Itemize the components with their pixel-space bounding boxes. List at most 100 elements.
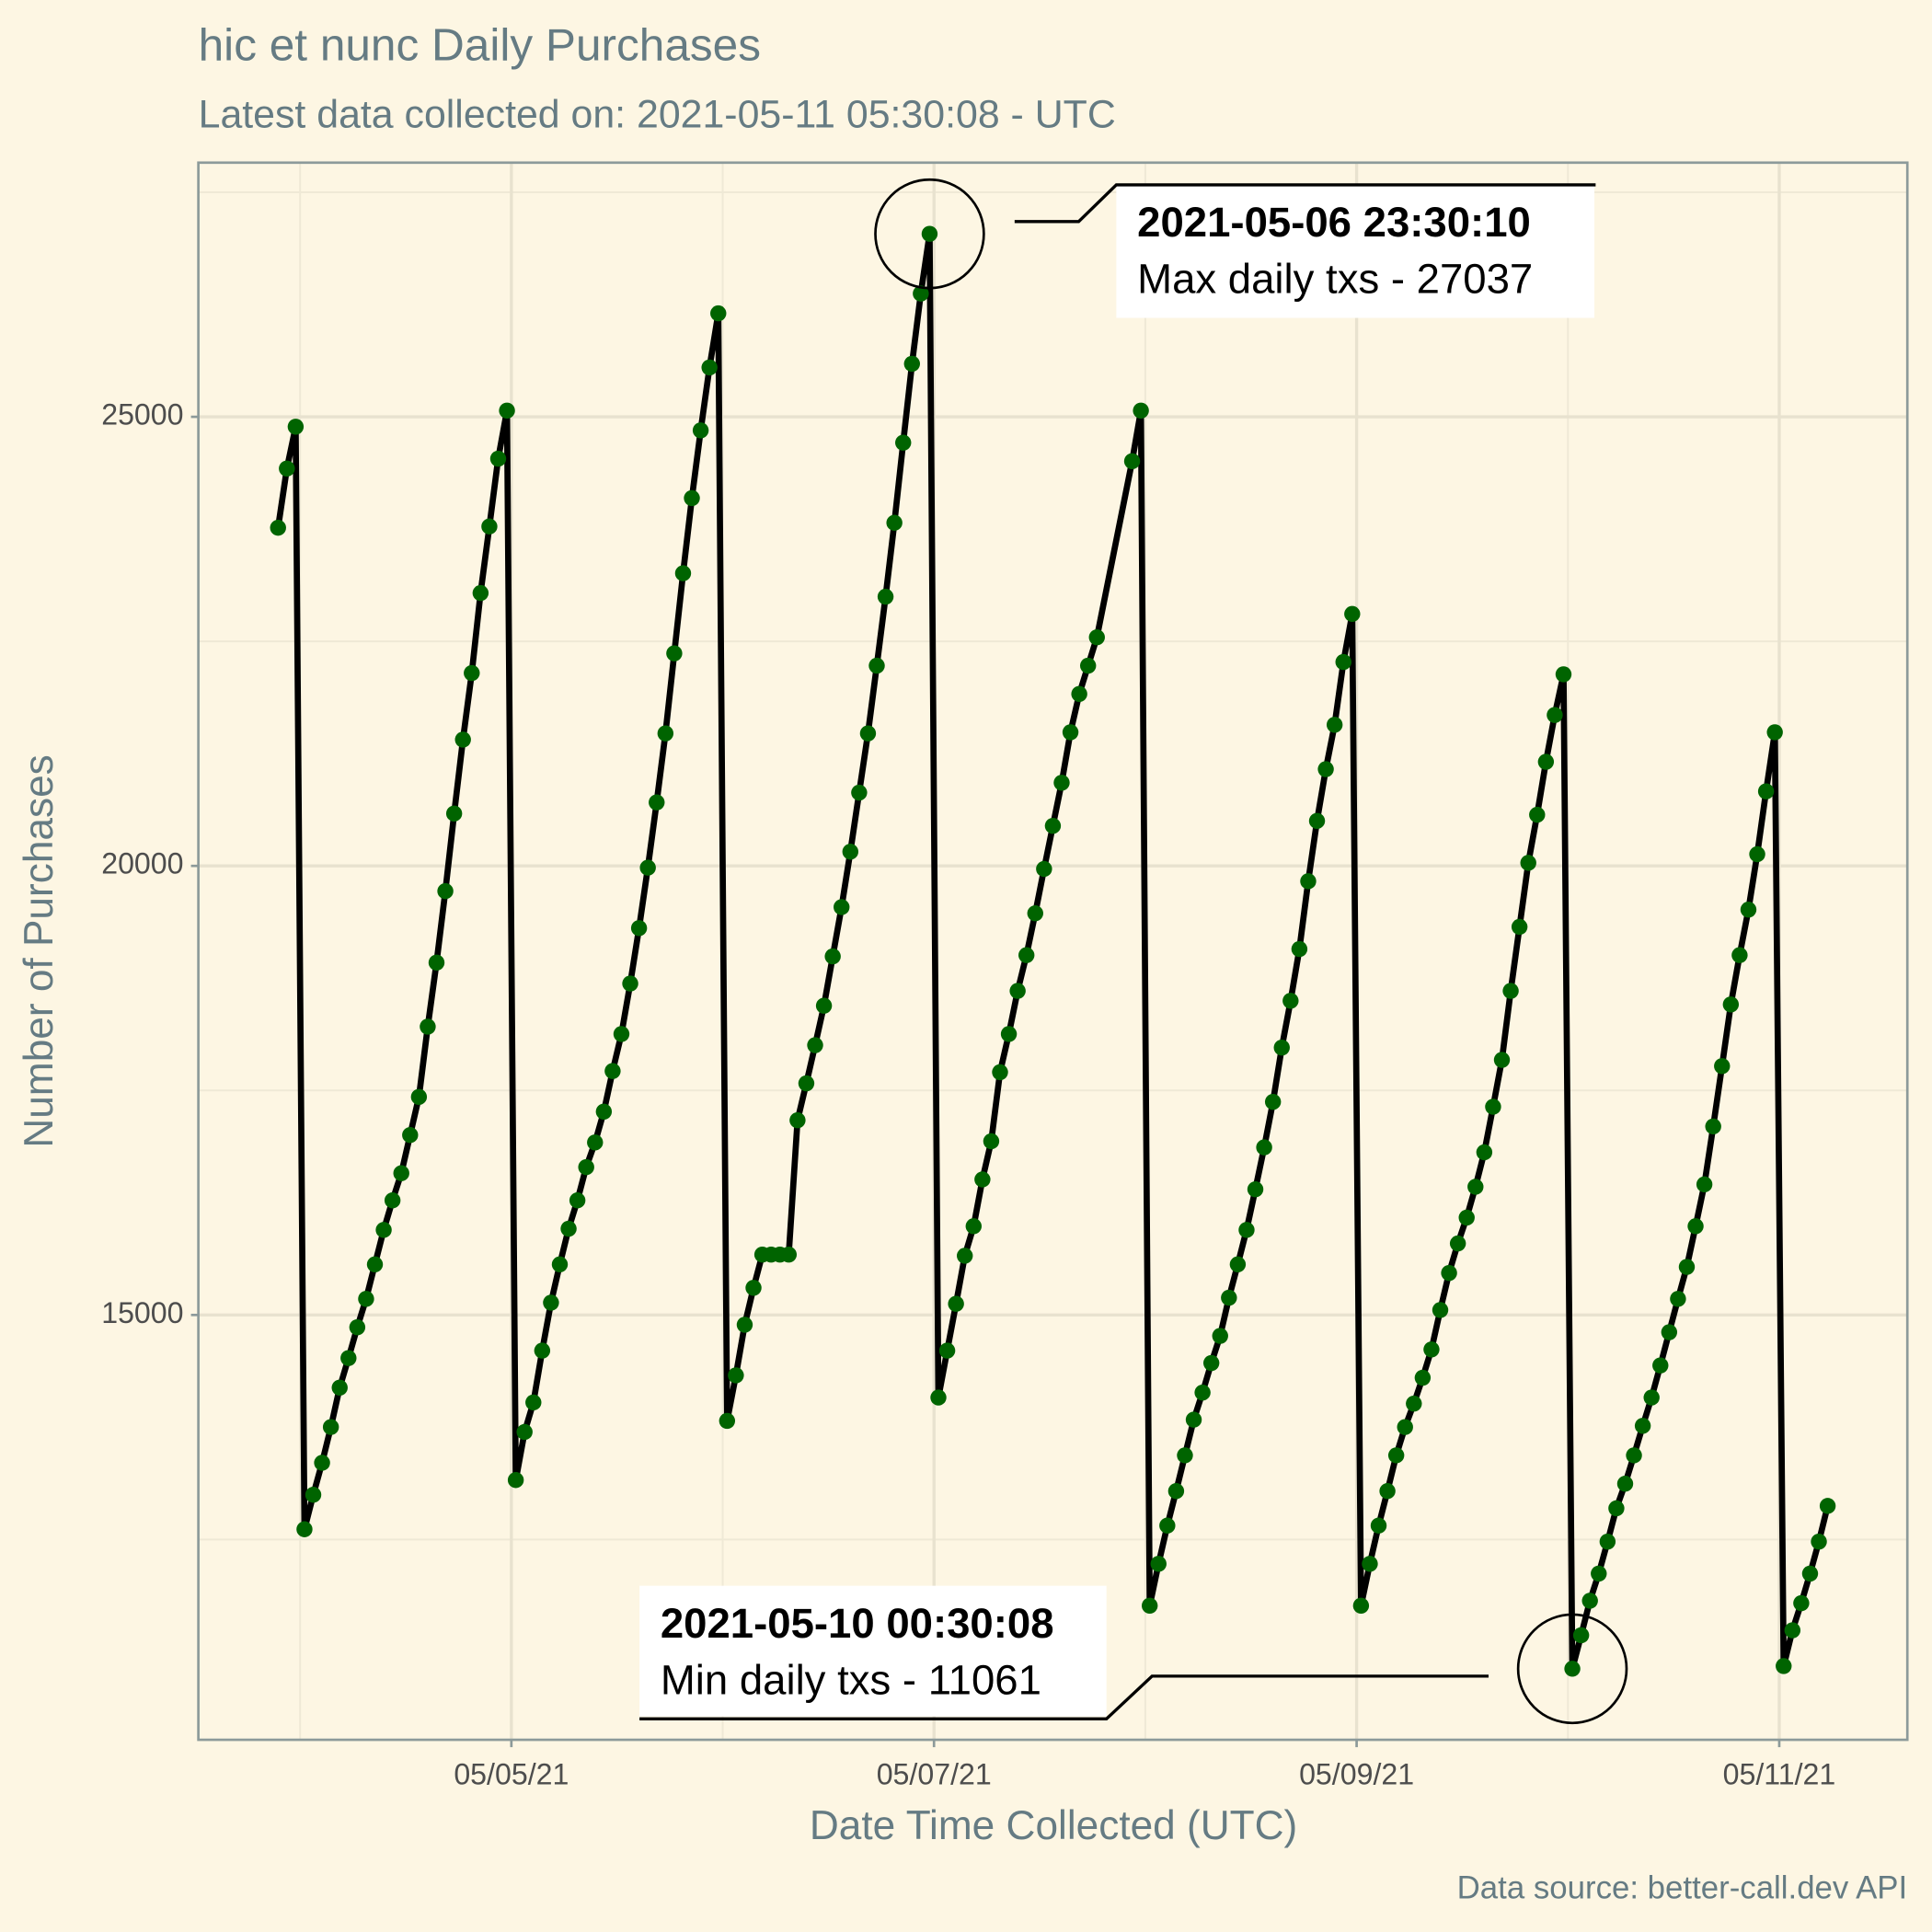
data-point bbox=[613, 1026, 630, 1042]
data-point bbox=[1238, 1222, 1255, 1238]
data-point bbox=[489, 450, 507, 467]
data-point bbox=[807, 1037, 823, 1053]
data-point bbox=[903, 355, 921, 373]
data-point bbox=[322, 1419, 339, 1435]
data-point bbox=[1000, 1026, 1018, 1042]
data-point bbox=[1141, 1597, 1158, 1615]
data-point bbox=[402, 1127, 419, 1144]
data-point bbox=[1362, 1556, 1378, 1572]
data-point bbox=[780, 1246, 798, 1263]
data-point bbox=[1599, 1534, 1616, 1550]
data-point bbox=[296, 1521, 313, 1537]
data-point bbox=[692, 422, 709, 439]
data-point bbox=[543, 1294, 559, 1311]
y-tick-label: 25000 bbox=[101, 398, 183, 431]
data-point bbox=[983, 1133, 1000, 1150]
data-point bbox=[1537, 753, 1555, 770]
data-point bbox=[366, 1256, 384, 1273]
data-point bbox=[1018, 947, 1035, 963]
chart-subtitle: Latest data collected on: 2021-05-11 05:… bbox=[199, 93, 1116, 137]
highlight-circle bbox=[1516, 1613, 1628, 1725]
data-point bbox=[1819, 1498, 1836, 1514]
data-point bbox=[834, 899, 850, 915]
data-point bbox=[1467, 1179, 1484, 1195]
data-point bbox=[1511, 918, 1528, 936]
data-point bbox=[507, 1472, 524, 1489]
data-point bbox=[1282, 993, 1299, 1009]
annotation-leader bbox=[639, 1674, 1489, 1720]
data-point bbox=[428, 954, 445, 972]
data-point bbox=[1670, 1291, 1686, 1307]
data-point bbox=[587, 1134, 604, 1151]
data-point bbox=[1027, 905, 1043, 922]
data-point bbox=[595, 1103, 613, 1120]
data-point bbox=[1221, 1289, 1237, 1306]
data-point bbox=[930, 1389, 947, 1406]
data-point bbox=[657, 725, 674, 742]
data-point bbox=[1520, 855, 1536, 871]
data-point bbox=[1784, 1622, 1801, 1639]
data-point bbox=[331, 1379, 348, 1396]
data-point bbox=[1335, 653, 1351, 671]
data-point bbox=[1212, 1328, 1228, 1344]
data-point bbox=[1776, 1658, 1792, 1674]
annotation-text: Min daily txs - 11061 bbox=[661, 1656, 1041, 1703]
data-point bbox=[1502, 983, 1519, 999]
data-point bbox=[1616, 1476, 1634, 1492]
data-point bbox=[1406, 1395, 1422, 1412]
data-point bbox=[895, 434, 912, 451]
data-point bbox=[745, 1280, 762, 1296]
data-point bbox=[1071, 685, 1087, 703]
data-point bbox=[1229, 1256, 1247, 1273]
data-point bbox=[1123, 453, 1141, 469]
data-point bbox=[1432, 1302, 1449, 1318]
data-point bbox=[1634, 1418, 1651, 1434]
data-point bbox=[666, 645, 683, 661]
data-point bbox=[1247, 1181, 1264, 1198]
data-point bbox=[349, 1318, 366, 1336]
data-point bbox=[992, 1064, 1008, 1081]
data-point bbox=[1564, 1661, 1581, 1677]
data-point bbox=[604, 1063, 621, 1079]
data-point bbox=[1714, 1058, 1731, 1075]
data-point bbox=[1352, 1597, 1370, 1615]
data-point bbox=[913, 285, 929, 302]
data-point bbox=[1555, 666, 1572, 683]
data-point bbox=[1608, 1500, 1625, 1517]
annotation-box bbox=[1116, 184, 1595, 318]
data-point bbox=[1133, 402, 1149, 420]
data-point bbox=[1740, 902, 1757, 918]
data-point bbox=[649, 794, 665, 811]
data-point bbox=[1326, 717, 1343, 733]
data-point bbox=[851, 784, 868, 801]
data-point bbox=[279, 460, 295, 477]
x-tick-label: 05/11/21 bbox=[1723, 1758, 1836, 1791]
data-point bbox=[1264, 1093, 1282, 1110]
data-point bbox=[938, 1342, 956, 1359]
data-point bbox=[464, 664, 480, 682]
data-point bbox=[1194, 1384, 1211, 1401]
data-point bbox=[1476, 1144, 1493, 1161]
data-point bbox=[1053, 775, 1070, 791]
data-point bbox=[710, 305, 727, 322]
annotation-text: Max daily txs - 27037 bbox=[1137, 256, 1533, 303]
data-point bbox=[1256, 1139, 1272, 1156]
data-point bbox=[393, 1165, 409, 1181]
data-point bbox=[499, 402, 515, 420]
data-point bbox=[410, 1088, 428, 1105]
annotation-leader bbox=[1014, 183, 1596, 224]
data-point bbox=[1705, 1118, 1721, 1135]
y-axis-label: Number of Purchases bbox=[17, 754, 62, 1147]
data-point bbox=[719, 1412, 736, 1430]
data-point bbox=[701, 359, 718, 376]
data-point bbox=[1308, 812, 1326, 829]
data-point bbox=[1643, 1389, 1660, 1406]
data-point bbox=[1766, 724, 1783, 741]
data-point bbox=[1458, 1209, 1475, 1226]
data-point bbox=[1150, 1556, 1167, 1572]
data-point bbox=[525, 1394, 542, 1411]
data-point bbox=[1801, 1565, 1819, 1582]
data-point bbox=[1379, 1483, 1396, 1500]
data-point bbox=[1678, 1259, 1696, 1275]
